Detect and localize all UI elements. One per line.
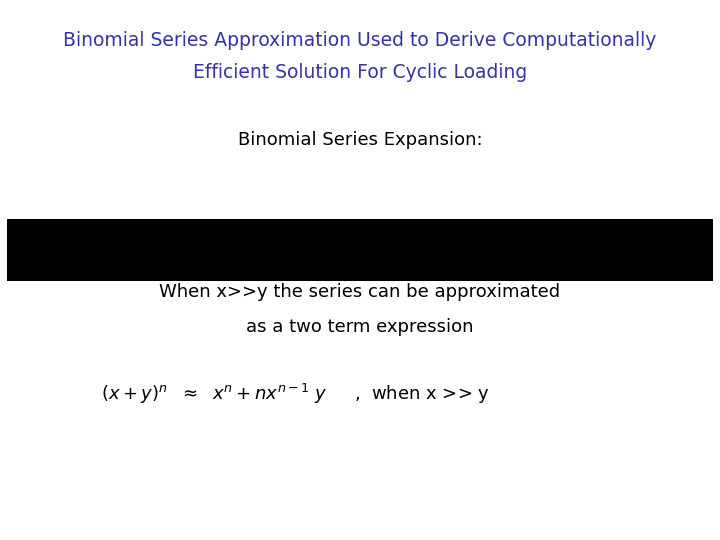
Text: When x>>y the series can be approximated: When x>>y the series can be approximated <box>159 282 561 301</box>
Text: $(x + y)^n$  $\approx$  $x^n + nx^{n-1}\ y$     ,  when x >> y: $(x + y)^n$ $\approx$ $x^n + nx^{n-1}\ y… <box>101 382 490 406</box>
Text: Binomial Series Expansion:: Binomial Series Expansion: <box>238 131 482 150</box>
FancyBboxPatch shape <box>7 219 713 281</box>
Text: Binomial Series Approximation Used to Derive Computationally: Binomial Series Approximation Used to De… <box>63 31 657 50</box>
Text: Efficient Solution For Cyclic Loading: Efficient Solution For Cyclic Loading <box>193 63 527 83</box>
Text: as a two term expression: as a two term expression <box>246 318 474 336</box>
